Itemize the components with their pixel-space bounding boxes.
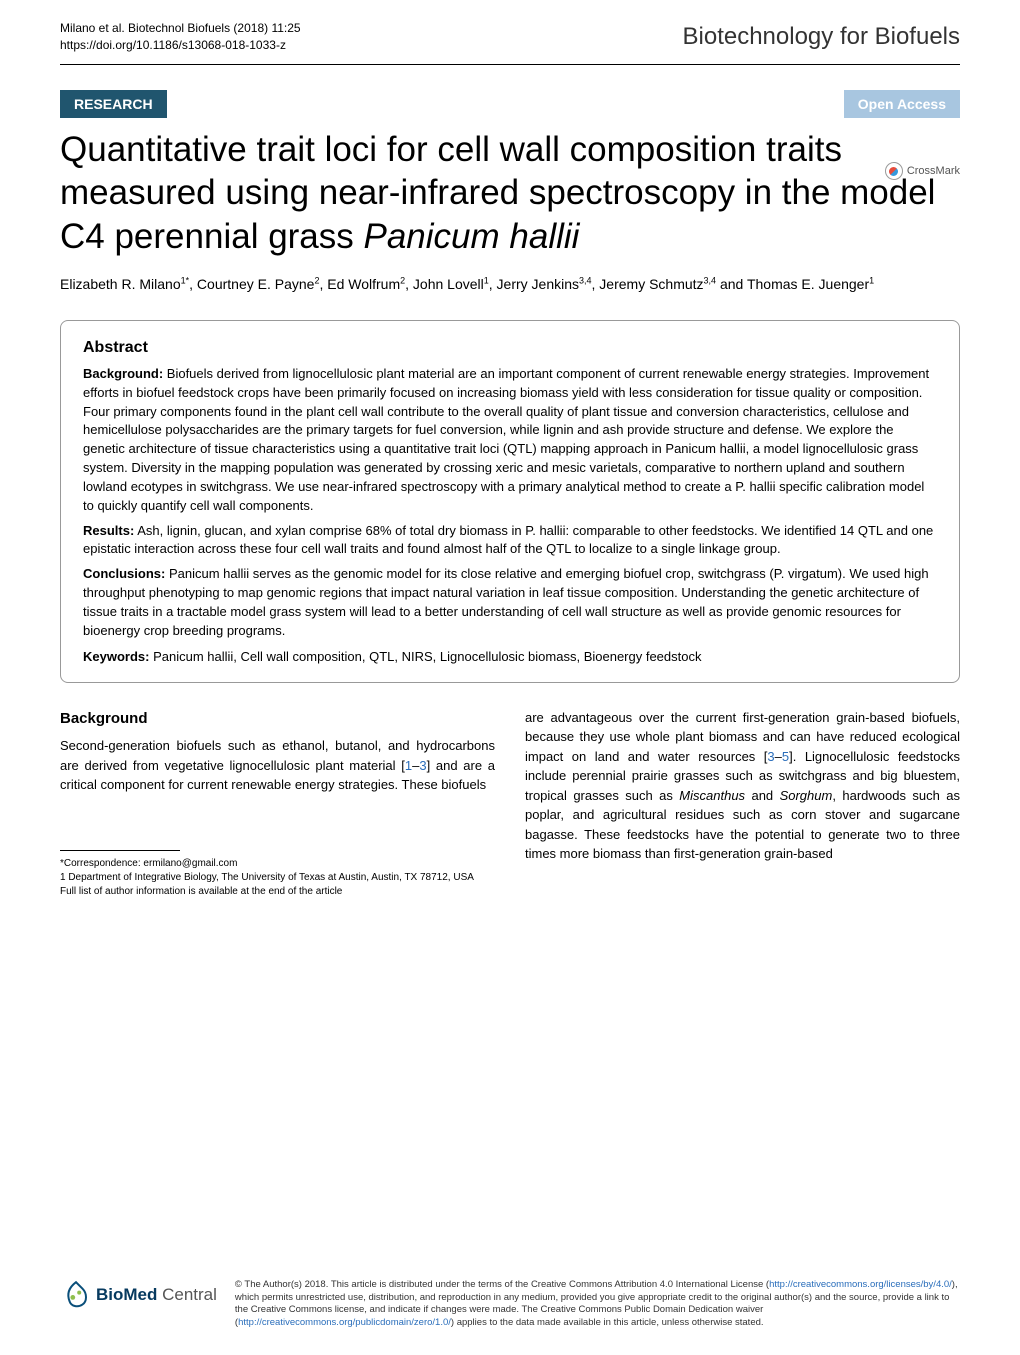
species-name: Sorghum <box>780 788 833 803</box>
journal-name: Biotechnology for Biofuels <box>683 23 961 51</box>
species-name: Miscanthus <box>679 788 745 803</box>
citation-link[interactable]: 3 <box>419 758 426 773</box>
crossmark-label: CrossMark <box>907 165 960 177</box>
abstract-results: Results: Ash, lignin, glucan, and xylan … <box>83 522 937 560</box>
footnote-divider <box>60 850 180 851</box>
abstract-background: Background: Biofuels derived from lignoc… <box>83 365 937 516</box>
license-link[interactable]: http://creativecommons.org/publicdomain/… <box>238 1317 451 1328</box>
footer: BioMed Central © The Author(s) 2018. Thi… <box>60 1279 960 1330</box>
crossmark-icon <box>885 162 903 180</box>
license-part: © The Author(s) 2018. This article is di… <box>235 1279 769 1290</box>
license-link[interactable]: http://creativecommons.org/licenses/by/4… <box>769 1279 952 1290</box>
license-text: © The Author(s) 2018. This article is di… <box>235 1279 960 1330</box>
body-text: – <box>775 749 782 764</box>
abstract-conclusions: Conclusions: Panicum hallii serves as th… <box>83 565 937 640</box>
keywords-label: Keywords: <box>83 649 149 664</box>
author-list: Elizabeth R. Milano1*, Courtney E. Payne… <box>0 274 1020 320</box>
bmc-text: BioMed Central <box>96 1285 217 1305</box>
keywords-text: Panicum hallii, Cell wall composition, Q… <box>149 649 701 664</box>
body-paragraph-right: are advantageous over the current first-… <box>525 708 960 864</box>
citation-header: Milano et al. Biotechnol Biofuels (2018)… <box>60 20 301 54</box>
header-divider <box>60 64 960 65</box>
open-access-badge: Open Access <box>844 90 960 118</box>
biomed-central-logo[interactable]: BioMed Central <box>60 1279 217 1311</box>
column-left: Background Second-generation biofuels su… <box>60 708 495 899</box>
abstract-background-text: Biofuels derived from lignocellulosic pl… <box>83 366 929 513</box>
bmc-biomed: BioMed <box>96 1285 157 1304</box>
crossmark-badge[interactable]: CrossMark <box>885 162 960 180</box>
body-text: and <box>745 788 780 803</box>
background-heading: Background <box>60 708 495 731</box>
bmc-central: Central <box>157 1285 217 1304</box>
body-paragraph-left: Second-generation biofuels such as ethan… <box>60 736 495 795</box>
fulllist-note: Full list of author information is avail… <box>60 885 495 899</box>
doi-link[interactable]: https://doi.org/10.1186/s13068-018-1033-… <box>60 37 301 54</box>
column-right: are advantageous over the current first-… <box>525 708 960 899</box>
bmc-icon <box>60 1279 92 1311</box>
abstract-box: Abstract Background: Biofuels derived fr… <box>60 320 960 683</box>
footnotes: *Correspondence: ermilano@gmail.com 1 De… <box>60 857 495 899</box>
title-species: Panicum hallii <box>364 217 580 256</box>
citation-line: Milano et al. Biotechnol Biofuels (2018)… <box>60 20 301 37</box>
affiliation-note: 1 Department of Integrative Biology, The… <box>60 871 495 885</box>
license-part: ) applies to the data made available in … <box>451 1317 764 1328</box>
abstract-background-label: Background: <box>83 366 163 381</box>
research-badge: RESEARCH <box>60 90 167 118</box>
body-columns: Background Second-generation biofuels su… <box>0 708 1020 899</box>
citation-link[interactable]: 3 <box>767 749 774 764</box>
abstract-keywords: Keywords: Panicum hallii, Cell wall comp… <box>83 649 937 664</box>
abstract-heading: Abstract <box>83 339 937 357</box>
abstract-conclusions-text: Panicum hallii serves as the genomic mod… <box>83 566 929 638</box>
correspondence-note: *Correspondence: ermilano@gmail.com <box>60 857 495 871</box>
abstract-conclusions-label: Conclusions: <box>83 566 165 581</box>
abstract-results-label: Results: <box>83 523 134 538</box>
abstract-results-text: Ash, lignin, glucan, and xylan comprise … <box>83 523 933 557</box>
article-title: Quantitative trait loci for cell wall co… <box>0 118 1020 274</box>
